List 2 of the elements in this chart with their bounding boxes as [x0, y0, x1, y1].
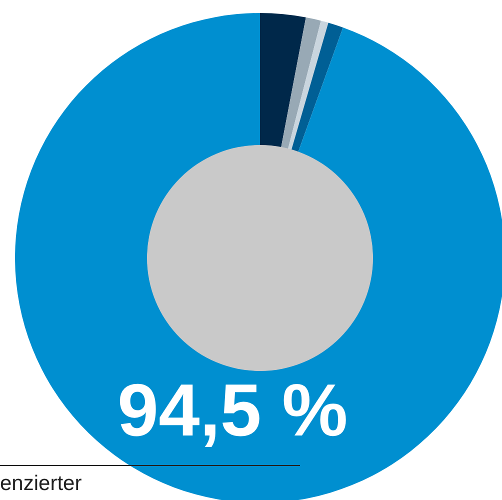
- data-label: 94,5 %: [117, 368, 348, 452]
- text: enzierter: [0, 472, 82, 496]
